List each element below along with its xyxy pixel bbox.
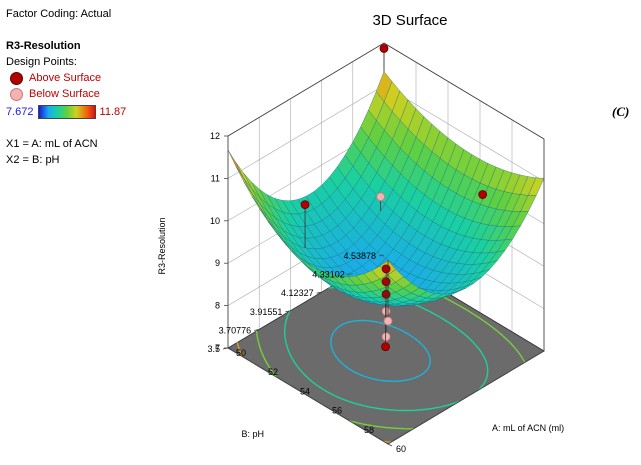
box-edge <box>387 350 545 445</box>
design-point-below <box>376 192 386 202</box>
z-tick-label: 11 <box>211 173 220 183</box>
x1-definition: X1 = A: mL of ACN <box>6 138 98 150</box>
x-tick-label: 54 <box>300 386 310 396</box>
x-axis-title: A: mL of ACN (ml) <box>492 423 564 433</box>
design-point-above <box>478 190 488 199</box>
design-point-below <box>383 316 393 326</box>
color-scale: 7.672 11.87 <box>6 104 166 120</box>
contour-line <box>330 319 431 382</box>
z-tick-label: 7 <box>215 343 220 353</box>
y-tick <box>347 273 353 275</box>
x-tick-label: 52 <box>268 367 278 377</box>
y-tick-label: 4.12327 <box>281 288 314 298</box>
design-point-above <box>300 200 310 210</box>
factor-coding-text: Factor Coding: Actual <box>6 8 112 20</box>
color-scale-bar <box>37 105 96 119</box>
x-tick-label: 58 <box>364 425 374 435</box>
design-point-above <box>381 342 390 352</box>
x-tick-label: 60 <box>396 444 406 454</box>
legend-below-surface: Below Surface <box>6 86 166 102</box>
legend-above-surface: Above Surface <box>6 70 166 86</box>
color-scale-min: 7.672 <box>6 106 34 118</box>
design-points-label: Design Points: <box>6 56 77 68</box>
design-point-above <box>379 44 389 53</box>
z-tick-label: 10 <box>210 216 220 226</box>
design-point-below <box>381 332 391 342</box>
y-tick-label: 3.70776 <box>219 325 252 335</box>
y-tick-label: 3.91551 <box>250 307 283 317</box>
x-tick-label: 50 <box>236 348 246 358</box>
x-tick <box>291 386 297 389</box>
y-axis-title: B: pH <box>241 429 264 439</box>
z-tick-label: 8 <box>215 301 220 311</box>
z-axis-title: R3-Resolution <box>157 217 167 274</box>
response-name: R3-Resolution <box>6 40 81 52</box>
chart-title: 3D Surface <box>372 12 448 29</box>
above-surface-label: Above Surface <box>29 72 102 84</box>
z-tick-label: 12 <box>210 131 220 141</box>
y-tick <box>378 254 385 257</box>
y-tick <box>316 291 322 294</box>
legend-panel: Factor Coding: Actual R3-Resolution Desi… <box>6 6 166 168</box>
y-tick-label: 3.5 <box>207 344 220 354</box>
above-surface-marker-icon <box>10 71 23 85</box>
color-scale-max: 11.87 <box>99 106 127 118</box>
x2-definition: X2 = B: pH <box>6 154 60 166</box>
y-tick <box>285 310 291 313</box>
y-tick <box>254 329 260 331</box>
x-tick <box>355 424 361 428</box>
box-edge <box>227 42 385 137</box>
x-tick <box>259 366 265 370</box>
panel-tag: (C) <box>612 104 630 119</box>
below-surface-label: Below Surface <box>29 88 100 100</box>
box-edge <box>227 347 389 445</box>
x-tick <box>387 443 393 447</box>
x-tick-label: 56 <box>332 406 342 416</box>
y-tick-label: 4.53878 <box>343 251 376 261</box>
design-point-above <box>381 264 391 274</box>
below-surface-marker-icon <box>10 87 23 101</box>
box-edge <box>383 42 545 140</box>
y-tick <box>222 347 229 350</box>
x-tick <box>323 405 329 408</box>
y-tick-label: 4.33102 <box>312 270 345 280</box>
x-tick <box>227 347 233 351</box>
z-tick-label: 9 <box>215 258 220 268</box>
